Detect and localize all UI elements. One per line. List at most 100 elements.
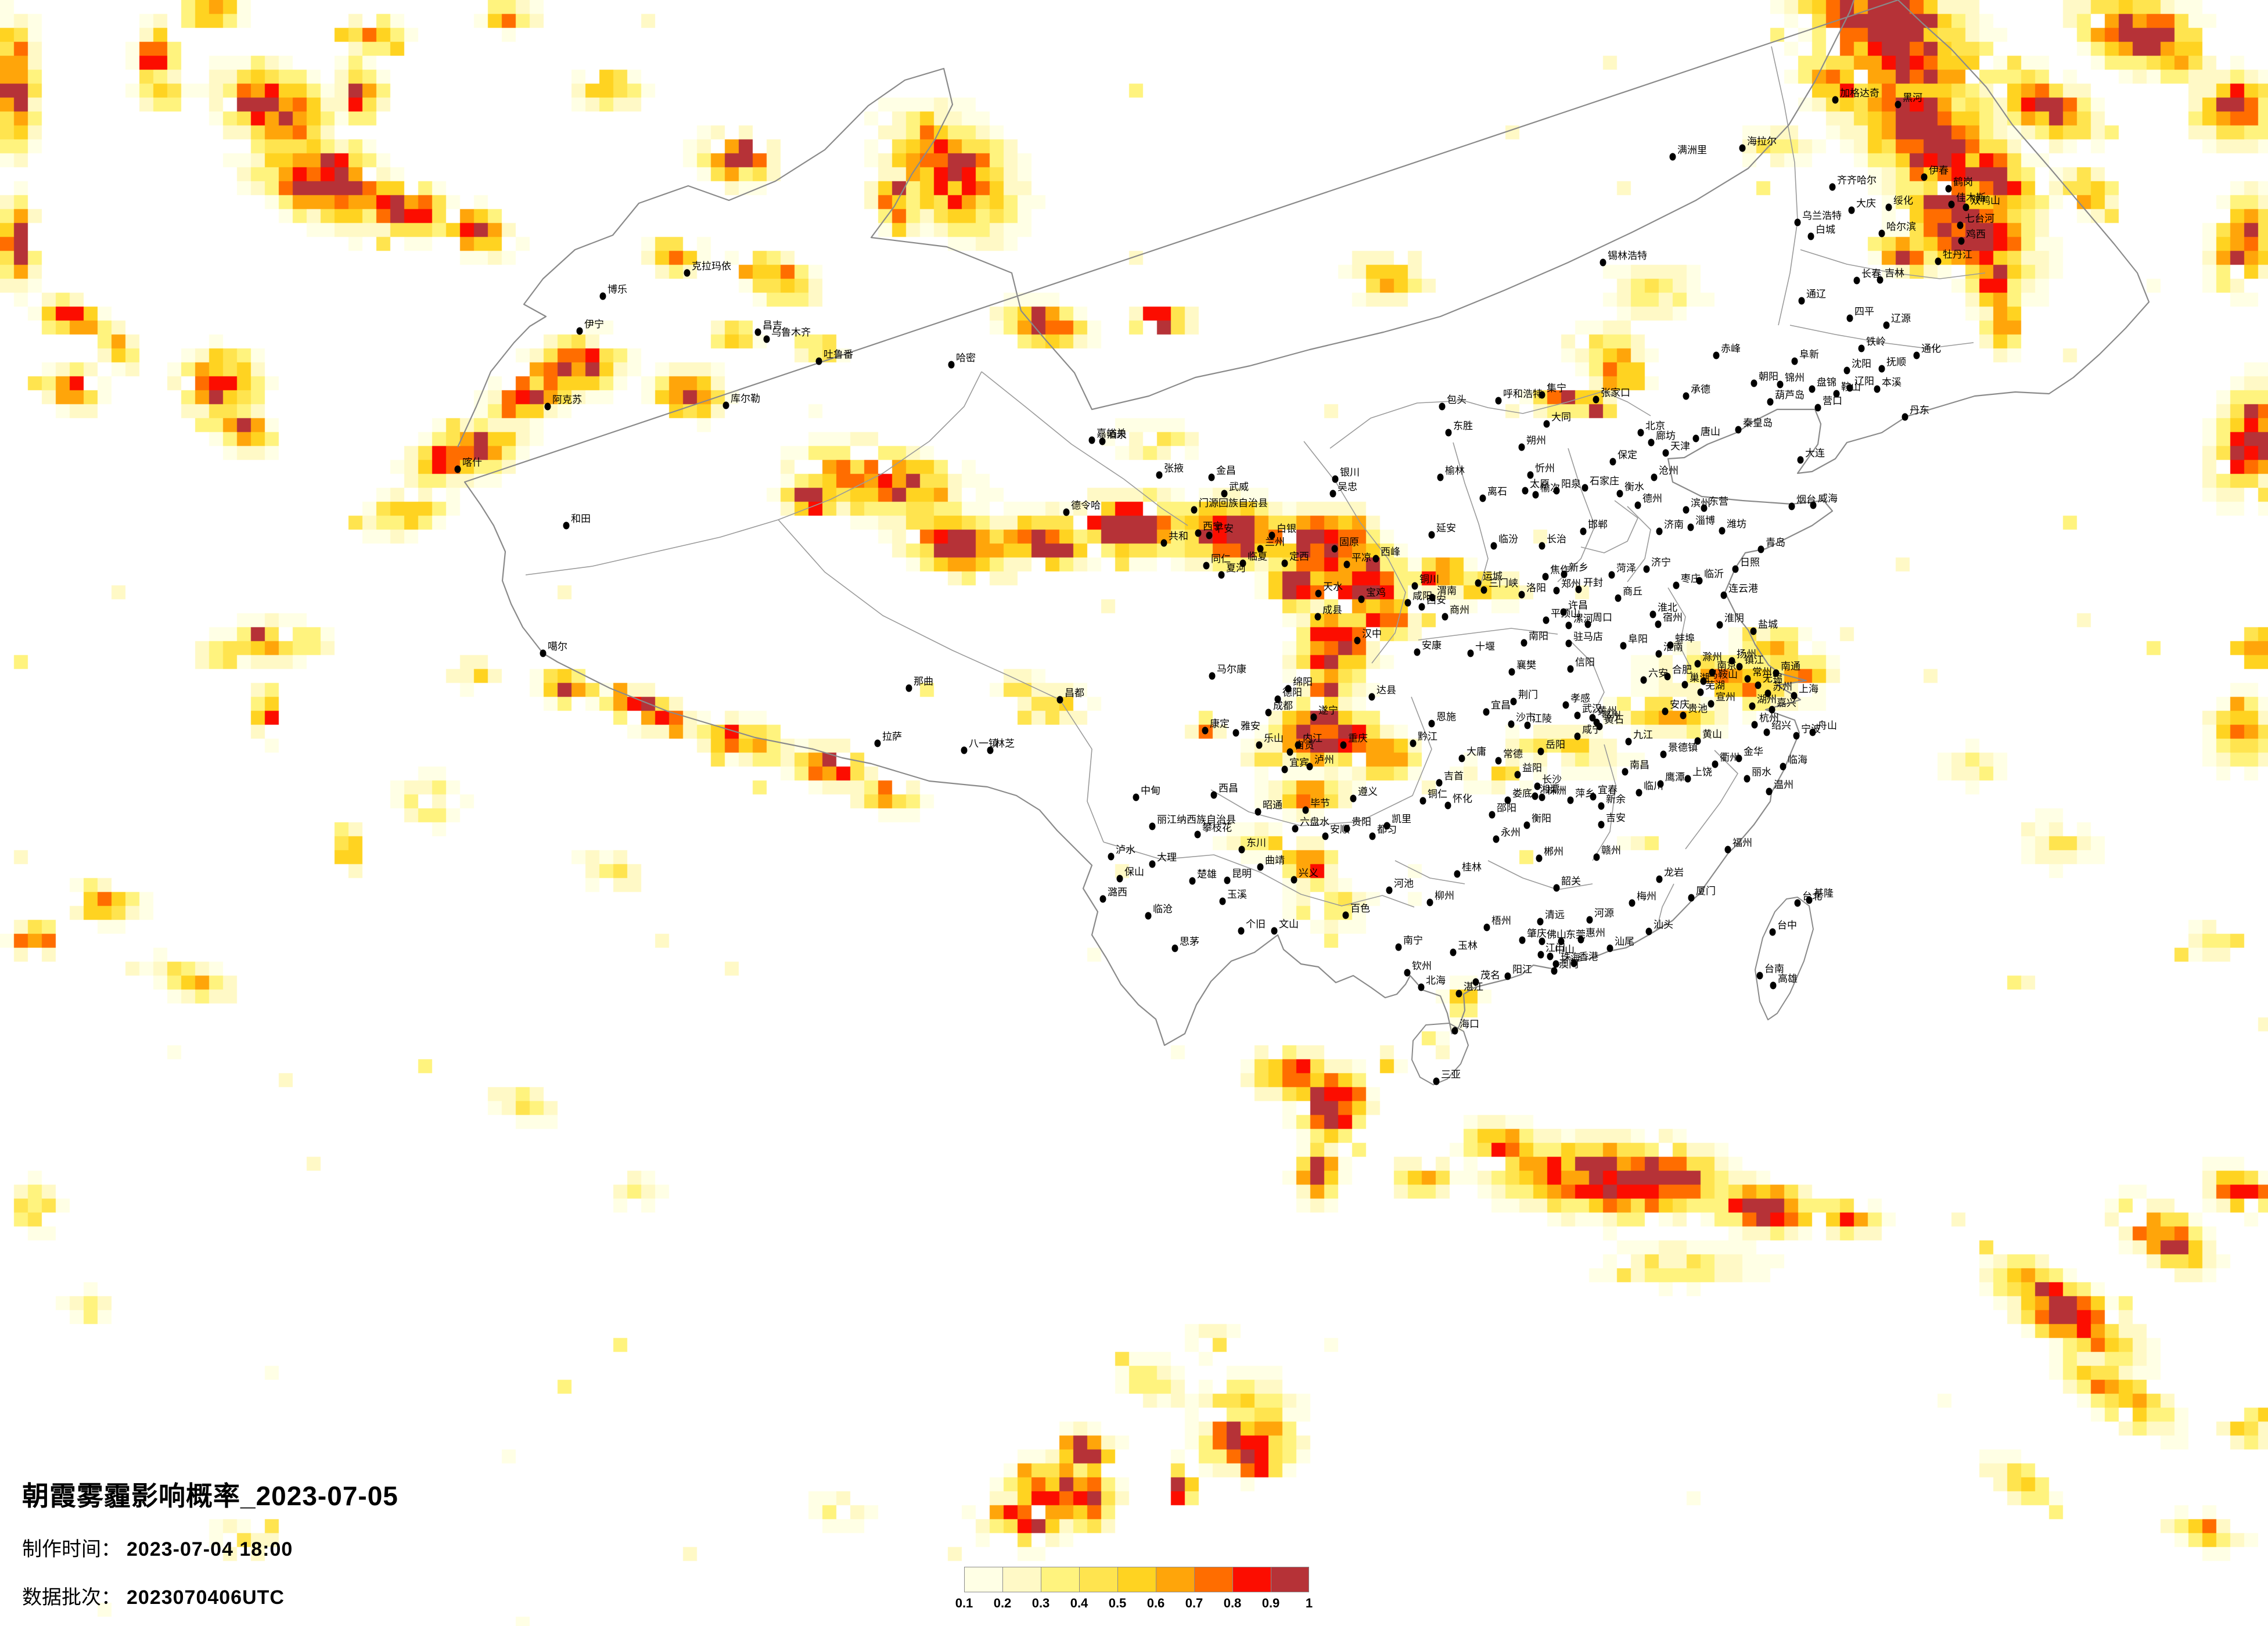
city-dot [1770,981,1777,990]
city-marker: 吉首 [1436,771,1464,787]
city-dot [1957,221,1964,229]
city-marker: 都匀 [1369,824,1397,840]
legend-color-box [1079,1567,1117,1592]
city-label: 固原 [1339,537,1359,548]
city-dot [1673,581,1680,589]
city-label: 酒泉 [1107,429,1127,440]
city-dot [961,746,968,754]
city-label: 杭州 [1759,713,1779,724]
city-label: 克拉玛依 [692,261,731,272]
city-label: 嘉峪关 [1097,428,1126,439]
city-marker: 哈尔滨 [1878,221,1916,238]
city-dot [1963,203,1969,211]
city-label: 雅安 [1241,721,1260,732]
city-label: 金华 [1744,746,1763,757]
city-dot [1480,586,1487,594]
city-label: 宜昌 [1491,700,1511,711]
city-dot [1281,559,1288,567]
city-marker: 铜川 [1411,574,1439,590]
city-marker: 襄樊 [1508,659,1536,676]
production-time-label: 制作时间： [22,1539,121,1560]
city-marker: 吐鲁番 [815,349,853,365]
city-label: 大理 [1157,852,1177,863]
city-marker: 咸阳 [1404,591,1432,607]
city-dot [1913,351,1920,359]
city-marker: 芜湖 [1697,680,1725,696]
province-boundary-line [1059,699,1104,843]
city-dot [723,401,729,409]
city-marker: 金昌 [1208,465,1236,481]
province-boundary-line [1656,883,1674,931]
city-label: 枣庄 [1681,573,1701,584]
city-label: 桂林 [1462,862,1482,873]
city-label: 开封 [1583,577,1603,588]
city-marker: 平凉 [1343,552,1371,569]
city-dot [1657,780,1664,788]
city-marker: 信阳 [1567,657,1595,673]
city-marker: 加格达奇 [1832,88,1879,104]
city-marker: 哈密 [948,352,976,369]
title-block: 朝霞雾霾影响概率_2023-07-05 制作时间： 2023-07-04 18:… [22,1475,398,1610]
national-boundary-line [457,0,2150,1046]
city-label: 保山 [1124,866,1144,877]
city-label: 萍乡 [1575,788,1595,799]
city-dot [1681,681,1688,689]
city-marker: 淄博 [1687,515,1715,531]
city-dot [1935,257,1942,265]
city-label: 博乐 [608,284,627,295]
city-marker: 六盘水 [1292,816,1329,833]
city-marker: 阜阳 [1620,634,1648,650]
city-label: 九江 [1633,729,1653,740]
city-dot [1493,835,1500,843]
city-label: 温州 [1774,779,1793,790]
city-marker: 临川 [1636,780,1663,797]
city-marker: 定西 [1281,551,1309,567]
city-label: 惠州 [1586,927,1605,938]
city-marker: 汉中 [1354,628,1382,645]
city-label: 拉萨 [882,731,902,742]
city-label: 汕头 [1654,919,1673,930]
city-marker: 盐城 [1750,619,1778,635]
city-marker: 双鸭山 [1963,195,2000,211]
city-dot [1757,545,1764,553]
city-label: 阿克苏 [552,394,582,405]
city-marker: 清远 [1537,909,1565,926]
city-marker: 保山 [1116,866,1144,883]
city-label: 永州 [1501,827,1521,838]
city-marker: 湘潭 [1532,784,1559,800]
city-marker: 西昌 [1210,783,1238,799]
city-dot [1383,822,1390,830]
city-marker: 上饶 [1684,767,1712,783]
city-marker: 库尔勒 [723,393,760,409]
city-marker: 枣庄 [1673,573,1701,589]
city-marker: 佛山 [1539,929,1566,945]
city-marker: 湛江 [1455,981,1483,998]
city-dot [1736,663,1743,671]
city-dot [1171,944,1178,952]
city-marker: 马鞍山 [1700,669,1738,685]
page-title: 朝霞雾霾影响概率_2023-07-05 [22,1481,398,1511]
city-dot [1314,613,1321,621]
city-dot [1589,714,1596,722]
city-marker: 淮北 [1649,602,1677,618]
city-marker: 梧州 [1483,915,1511,931]
city-label: 哈尔滨 [1886,221,1916,232]
city-marker: 平安 [1206,523,1234,539]
city-dot [1651,473,1658,481]
city-dot [1921,173,1928,181]
city-label: 都匀 [1377,824,1397,835]
city-label: 岳阳 [1545,739,1565,750]
city-dot [1570,959,1577,967]
city-dot [1332,475,1339,483]
city-marker: 上海 [1791,684,1818,700]
city-marker: 四平 [1846,306,1874,322]
city-marker: 张家口 [1593,387,1630,404]
city-dot [1567,796,1574,804]
city-dot [1565,621,1572,629]
city-label: 本溪 [1882,377,1902,388]
city-marker: 东胜 [1445,420,1473,437]
city-marker: 固原 [1331,537,1359,553]
city-dot [1302,806,1309,814]
city-marker: 邯郸 [1580,519,1608,535]
